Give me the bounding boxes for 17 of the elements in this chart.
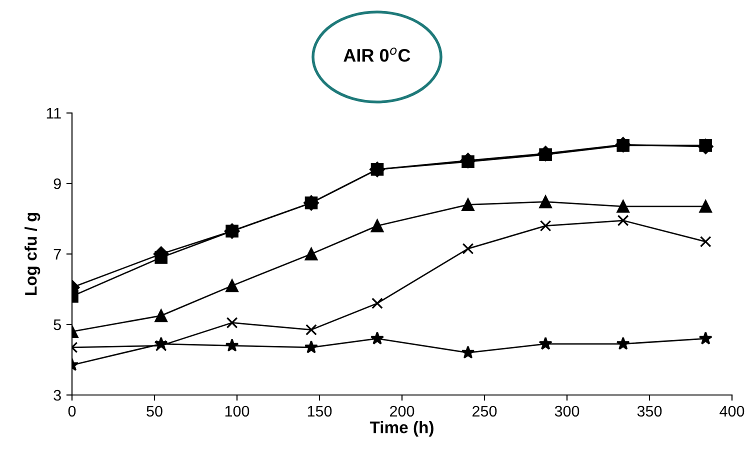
y-tick-label: 11: [46, 108, 61, 119]
x-tick-label: 400: [720, 406, 744, 417]
y-tick-label: 9: [54, 178, 61, 190]
x-tick-label: 200: [390, 406, 414, 417]
y-tick-label: 5: [54, 320, 61, 330]
y-tick-label: 3: [54, 390, 61, 401]
x-tick-label: 50: [146, 406, 162, 417]
x-tick-label: 150: [308, 406, 332, 417]
x-tick-label: 350: [637, 406, 662, 417]
x-tick-label: 100: [225, 406, 250, 417]
y-tick-label: 7: [54, 249, 61, 260]
x-tick-label: 250: [472, 406, 497, 417]
chart-title: AIR 0$^{o}$C: [344, 48, 410, 62]
y-axis-title: Log cfu / g: [24, 212, 40, 296]
x-tick-label: 300: [554, 406, 580, 417]
x-tick-label: 0: [68, 406, 76, 417]
x-axis-title: Time (h): [370, 421, 434, 437]
